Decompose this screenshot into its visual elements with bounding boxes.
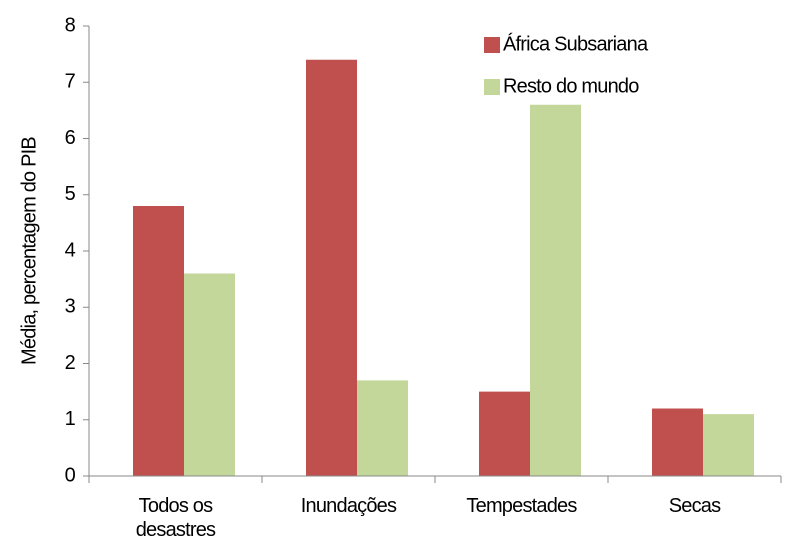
legend-label: Resto do mundo: [503, 75, 639, 97]
y-axis-label: Média, percentagem do PIB: [18, 137, 40, 365]
bar: [703, 414, 754, 476]
bar: [306, 59, 357, 476]
bar: [184, 273, 235, 476]
bar: [357, 380, 408, 476]
y-tick-label: 4: [65, 239, 76, 261]
y-tick-label: 1: [65, 408, 76, 430]
x-tick-label: Inundações: [300, 495, 397, 517]
y-tick-label: 7: [65, 71, 76, 93]
y-tick-label: 3: [65, 296, 76, 318]
y-tick-label: 5: [65, 183, 76, 205]
y-tick-label: 2: [65, 352, 76, 374]
x-tick-label: Tempestades: [466, 495, 577, 517]
y-tick-label: 0: [65, 464, 76, 486]
bar: [479, 391, 530, 476]
bar: [530, 104, 581, 476]
y-tick-label: 8: [65, 14, 76, 36]
y-tick-label: 6: [65, 127, 76, 149]
legend-label: África Subsariana: [503, 32, 649, 55]
legend-swatch: [484, 37, 500, 53]
bar: [652, 408, 703, 476]
legend-swatch: [484, 79, 500, 95]
x-tick-label: Todos os desastres: [135, 495, 216, 541]
bar: [133, 206, 184, 476]
x-tick-label: Secas: [668, 495, 721, 517]
